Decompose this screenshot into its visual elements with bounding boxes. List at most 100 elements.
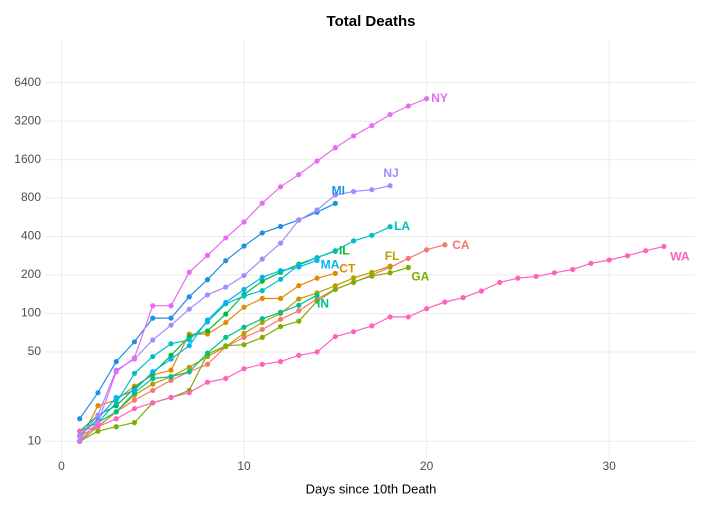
y-tick-label: 400 [21,229,41,243]
data-point [259,319,265,326]
data-point [332,286,338,293]
series-label: GA [411,270,429,284]
data-point [277,359,284,365]
data-point [168,352,174,358]
series-label: MI [332,184,345,198]
series-label: FL [385,249,400,263]
data-point [405,314,411,320]
data-point [223,343,229,349]
data-point [223,334,229,340]
y-tick-label: 1600 [14,152,41,166]
data-point [204,328,211,334]
data-point [570,266,576,273]
series-label: CT [339,262,356,276]
data-point [186,369,192,375]
data-point [606,257,612,263]
data-point [259,230,265,236]
x-tick-label: 10 [237,459,251,473]
data-point [113,359,119,365]
y-tick-label: 200 [21,267,41,281]
data-point [277,295,284,302]
data-point [296,352,302,358]
data-point [186,294,192,300]
data-point [95,428,101,434]
data-point [95,403,101,409]
data-point [387,224,393,230]
data-point [95,390,101,396]
data-point [350,329,357,335]
data-point [259,288,265,294]
data-point [223,375,229,382]
data-point [95,424,101,430]
data-point [204,361,211,367]
data-point [277,316,284,322]
data-point [277,276,284,282]
data-point [241,272,247,279]
data-point [624,253,631,259]
y-tick-label: 3200 [14,113,41,127]
data-point [168,303,174,309]
data-point [387,183,393,189]
data-point [223,311,229,317]
data-point [131,387,138,394]
data-point [186,343,192,349]
data-point [241,286,247,293]
data-point [204,350,211,356]
data-point [478,288,484,294]
data-point [369,232,375,238]
data-point [259,278,265,284]
data-point [168,315,174,321]
data-point [241,334,247,340]
data-point [277,309,284,315]
data-point [241,366,247,372]
data-point [150,381,156,387]
data-point [241,293,247,299]
data-point [241,243,247,249]
data-point [314,298,320,304]
data-point [442,299,448,305]
data-point [314,257,320,264]
data-point [150,400,156,406]
data-point [332,283,338,289]
data-point [77,438,83,444]
y-tick-label: 10 [28,433,42,447]
chart-title: Total Deaths [327,13,416,30]
data-point [77,416,83,422]
data-point [259,200,265,206]
data-point [168,367,174,373]
data-point [186,337,192,343]
data-point [168,394,174,401]
data-point [150,375,156,382]
data-point [332,192,338,198]
data-point [150,387,156,394]
y-tick-label: 100 [21,306,41,320]
data-point [259,256,265,262]
series-line [79,185,391,437]
data-point [332,200,338,206]
data-point [314,207,320,213]
data-point [241,219,247,225]
data-point [387,111,393,118]
data-point [113,424,119,430]
data-point [497,279,503,286]
series-label: NY [431,91,448,105]
x-axis-title: Days since 10th Death [306,481,437,496]
data-point [241,342,247,348]
data-point [661,243,667,249]
data-point [405,255,411,261]
data-point [296,302,302,308]
data-point [296,308,302,314]
data-point [588,260,594,266]
y-tick-label: 6400 [14,75,41,89]
series-label: NJ [383,166,398,180]
data-point [204,252,211,258]
data-point [332,145,338,151]
data-point [95,412,101,418]
data-point [387,270,393,276]
data-point [168,322,174,328]
data-point [332,333,338,340]
data-point [350,275,357,281]
data-point [241,304,247,310]
data-point [277,184,284,190]
data-point [131,355,138,361]
